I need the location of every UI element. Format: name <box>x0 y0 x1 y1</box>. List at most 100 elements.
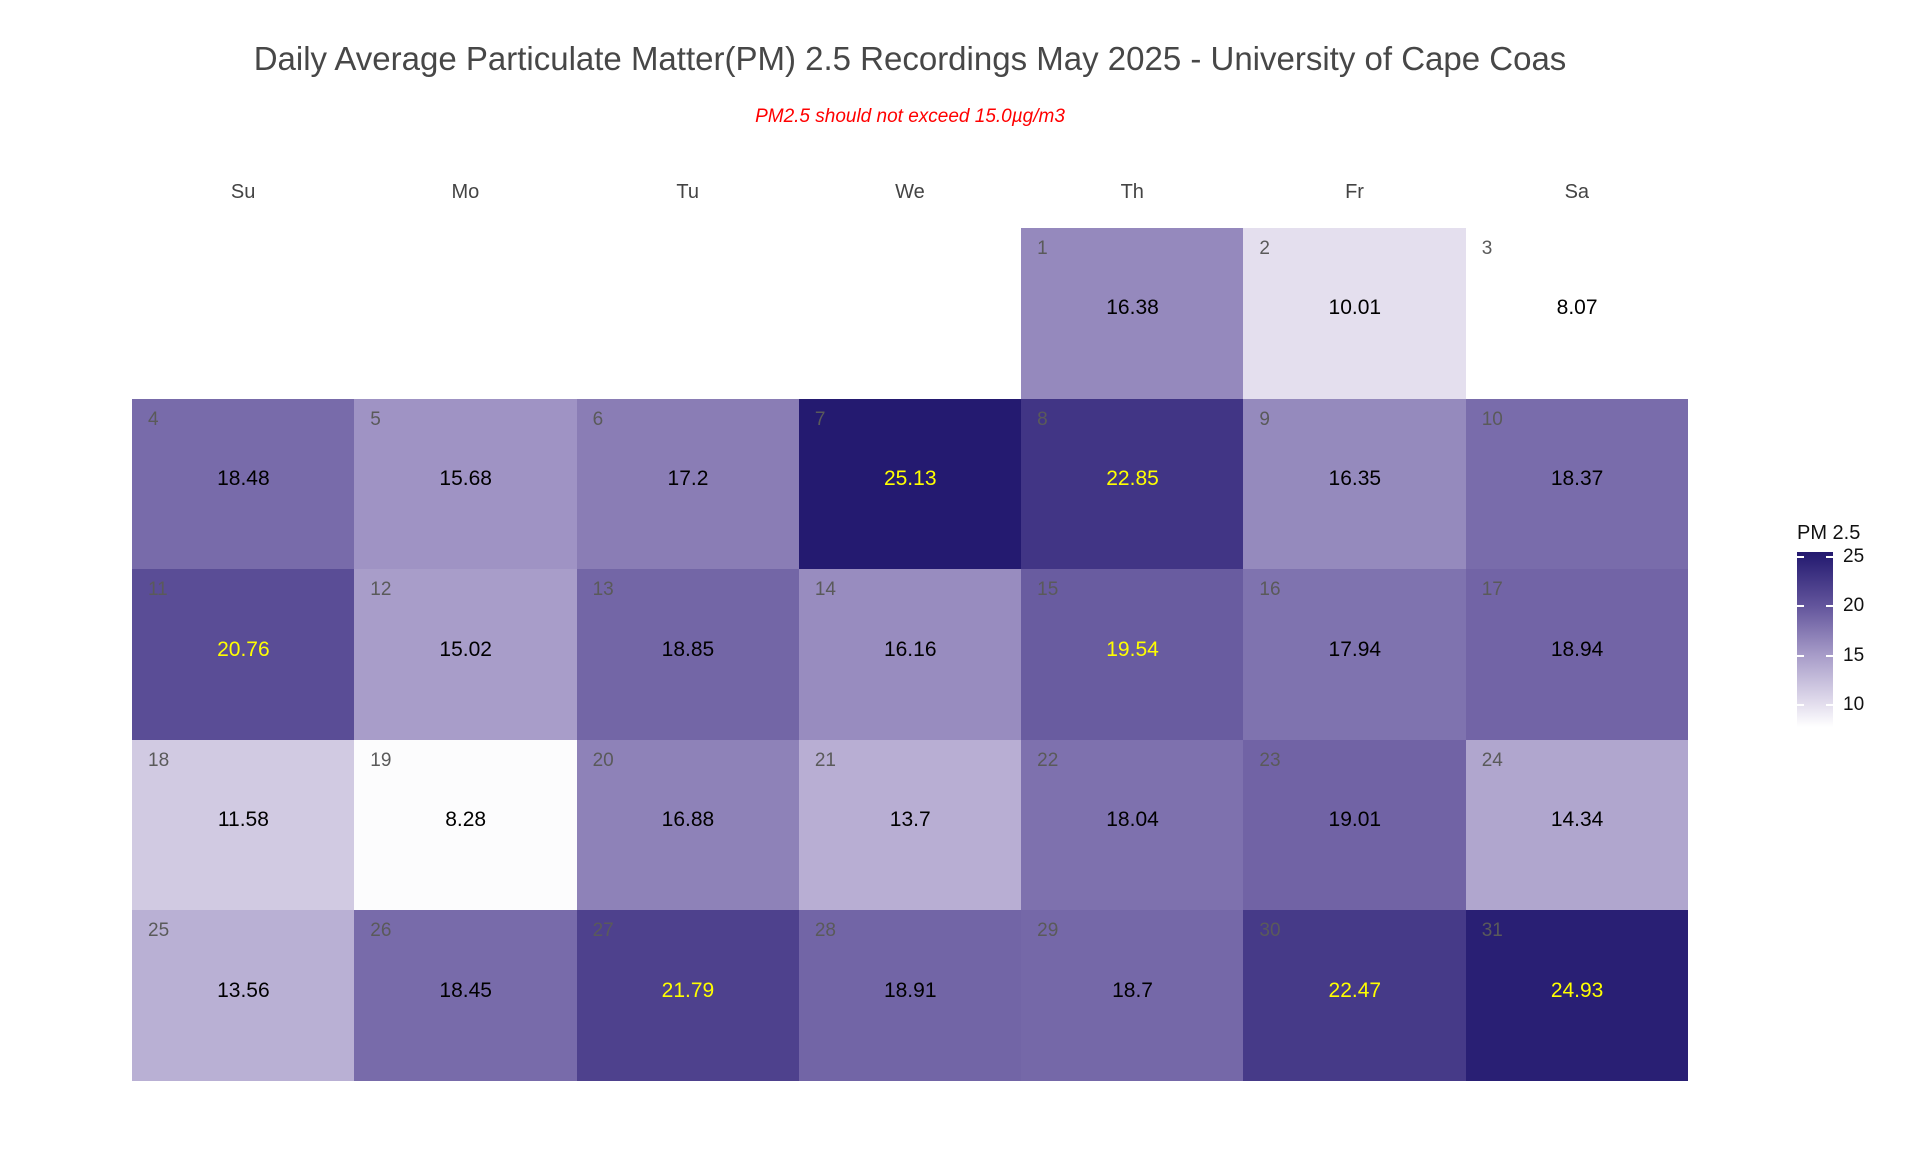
calendar-day-cell: 17 18.94 <box>1465 569 1689 741</box>
legend-title: PM 2.5 <box>1797 522 1861 544</box>
calendar-day-cell: 27 21.79 <box>576 910 800 1082</box>
calendar-day-cell: 18 11.58 <box>132 739 355 911</box>
day-number: 20 <box>592 749 614 771</box>
day-value: 10.01 <box>1328 296 1382 320</box>
day-value: 24.93 <box>1550 978 1604 1002</box>
day-value: 21.79 <box>661 978 715 1002</box>
day-value: 8.07 <box>1556 296 1598 320</box>
calendar-day-cell: 20 16.88 <box>576 739 800 911</box>
day-value: 16.16 <box>883 637 937 661</box>
day-value: 22.85 <box>1106 467 1159 490</box>
day-value: 8.28 <box>445 808 487 832</box>
day-number: 27 <box>592 920 614 942</box>
day-value: 11.58 <box>217 808 269 832</box>
day-value: 16.38 <box>1106 296 1159 320</box>
legend-gradient <box>1797 552 1833 727</box>
calendar-day-cell: 11 20.76 <box>132 569 355 741</box>
day-value: 14.34 <box>1550 808 1604 832</box>
day-number: 4 <box>148 408 159 430</box>
day-value: 18.94 <box>1550 637 1604 661</box>
day-value: 22.47 <box>1328 978 1382 1002</box>
calendar-day-cell: 7 25.13 <box>798 398 1022 570</box>
day-number: 25 <box>148 920 170 942</box>
legend-colorbar: 25 20 15 10 <box>1797 546 1864 727</box>
calendar-day-cell: 30 22.47 <box>1243 910 1467 1082</box>
day-value: 19.54 <box>1106 637 1159 661</box>
legend-tick-mark <box>1826 703 1833 706</box>
calendar-day-cell: 4 18.48 <box>132 398 355 570</box>
day-number: 13 <box>592 579 614 601</box>
calendar-day-cell: 15 19.54 <box>1021 569 1244 741</box>
day-number: 23 <box>1259 749 1281 771</box>
day-value: 13.7 <box>889 808 931 832</box>
day-number: 7 <box>814 408 826 430</box>
calendar-day-cell: 31 24.93 <box>1465 910 1689 1082</box>
day-value: 18.48 <box>217 467 270 490</box>
day-value: 18.91 <box>883 978 937 1002</box>
legend-tick-mark <box>1826 556 1833 559</box>
day-value: 20.76 <box>217 637 270 661</box>
calendar-day-cell: 3 8.07 <box>1465 228 1689 400</box>
legend-tick-mark <box>1797 654 1804 657</box>
day-value: 13.56 <box>217 978 270 1002</box>
calendar-day-cell: 16 17.94 <box>1243 569 1467 741</box>
legend-tick-mark <box>1797 556 1804 559</box>
legend-tick-label: 20 <box>1843 595 1865 617</box>
day-number: 8 <box>1037 408 1048 430</box>
weekday-header: Th <box>1120 181 1144 203</box>
calendar-day-cell: 23 19.01 <box>1243 739 1467 911</box>
day-number: 21 <box>814 749 836 771</box>
day-value: 19.01 <box>1328 808 1382 832</box>
calendar-day-cell: 2 10.01 <box>1243 228 1467 400</box>
calendar-day-cell: 6 17.2 <box>576 398 800 570</box>
calendar-day-cell: 28 18.91 <box>798 910 1022 1082</box>
day-value: 18.7 <box>1112 978 1153 1002</box>
weekday-header: Tu <box>676 181 699 203</box>
day-number: 6 <box>592 408 604 430</box>
day-number: 30 <box>1259 920 1281 942</box>
day-value: 18.85 <box>661 637 715 661</box>
day-number: 29 <box>1037 920 1059 942</box>
day-number: 16 <box>1259 579 1281 601</box>
calendar-day-cell: 29 18.7 <box>1021 910 1244 1082</box>
day-number: 12 <box>370 579 392 601</box>
day-number: 26 <box>370 920 392 942</box>
calendar-day-cell: 13 18.85 <box>576 569 800 741</box>
page-title: Daily Average Particulate Matter(PM) 2.5… <box>253 40 1567 77</box>
calendar-day-cell: 22 18.04 <box>1021 739 1244 911</box>
legend-tick-mark <box>1797 703 1804 706</box>
day-number: 11 <box>148 579 168 601</box>
day-number: 17 <box>1481 579 1503 601</box>
calendar-day-cell: 1 16.38 <box>1021 228 1244 400</box>
day-number: 10 <box>1481 408 1503 430</box>
day-value: 18.45 <box>439 978 492 1002</box>
day-value: 17.94 <box>1328 637 1382 661</box>
weekday-header: Fr <box>1345 181 1364 203</box>
legend-tick-label: 25 <box>1843 546 1865 568</box>
day-number: 28 <box>814 920 836 942</box>
calendar-day-cell: 12 15.02 <box>354 569 578 741</box>
legend-tick-mark <box>1797 605 1804 608</box>
day-value: 25.13 <box>883 467 937 490</box>
day-value: 16.88 <box>661 808 715 832</box>
weekday-header: Sa <box>1564 181 1590 203</box>
calendar-day-cell: 21 13.7 <box>798 739 1022 911</box>
calendar-day-cell: 19 8.28 <box>354 739 578 911</box>
day-number: 9 <box>1259 408 1270 430</box>
chart-subtitle: PM2.5 should not exceed 15.0µg/m3 <box>755 106 1065 127</box>
day-value: 18.04 <box>1106 808 1159 832</box>
calendar-day-cell: 10 18.37 <box>1465 398 1689 570</box>
day-number: 19 <box>370 749 392 771</box>
legend-tick-mark <box>1826 605 1833 608</box>
calendar-day-cell: 5 15.68 <box>354 398 578 570</box>
legend-tick-label: 15 <box>1843 644 1865 666</box>
day-number: 1 <box>1037 238 1048 259</box>
calendar-grid: 1 16.38 2 10.01 3 8.07 4 18.48 5 15.68 6 17.2 7 25.13… <box>132 228 1689 1082</box>
day-value: 15.02 <box>439 637 492 661</box>
day-number: 14 <box>814 579 836 601</box>
day-number: 3 <box>1481 238 1493 259</box>
day-value: 15.68 <box>439 467 492 490</box>
calendar-day-cell: 25 13.56 <box>132 910 355 1082</box>
day-value: 17.2 <box>667 467 709 490</box>
